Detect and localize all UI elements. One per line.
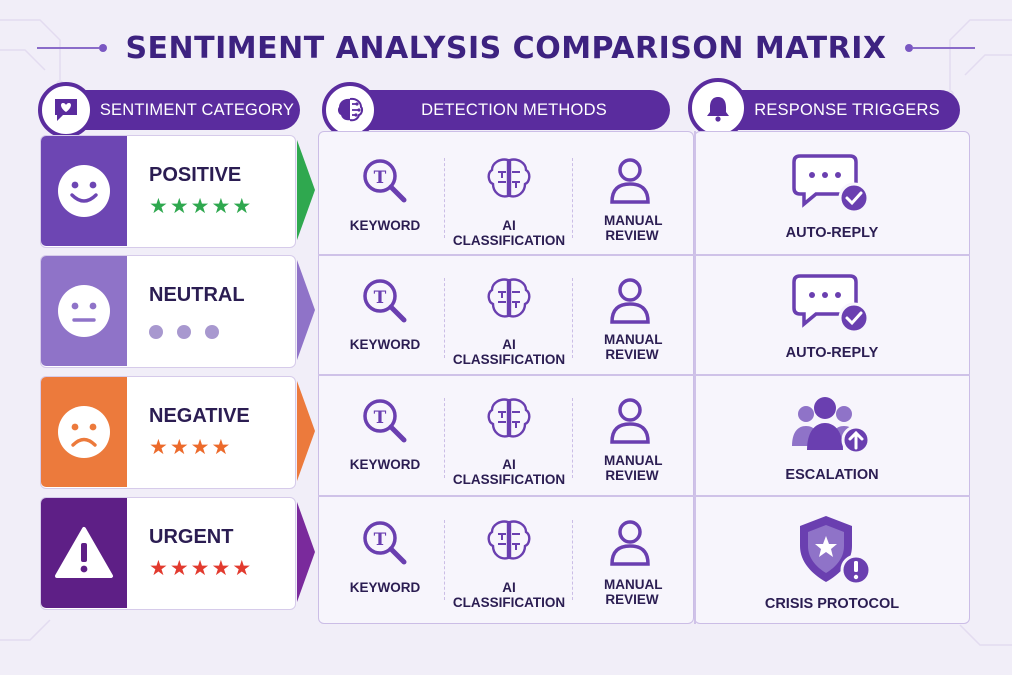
group-escalate-icon	[792, 397, 871, 455]
method-ai-label: AI CLASSIFICATION	[452, 218, 566, 248]
category-row-neutral: NEUTRAL	[40, 255, 296, 368]
keyword-search-icon: T	[363, 279, 407, 323]
star-icon: ★	[211, 195, 231, 218]
method-separator	[444, 278, 445, 358]
brain-icon	[487, 158, 531, 198]
header-detection-methods: DETECTION METHODS	[348, 90, 670, 130]
category-name: URGENT	[149, 526, 234, 548]
row-divider	[318, 374, 970, 376]
header-sentiment-category: SENTIMENT CATEGORY	[64, 90, 300, 130]
header-response-triggers: RESPONSE TRIGGERS	[714, 90, 960, 130]
dot-icon	[205, 325, 219, 339]
svg-text:T: T	[374, 408, 387, 428]
star-icon: ★	[149, 557, 168, 580]
star-icon: ★	[149, 195, 168, 218]
title-left-ornament	[37, 44, 108, 52]
method-keyword-label: KEYWORD	[349, 580, 421, 595]
dot-icon	[149, 325, 163, 339]
method-manual-label: MANUAL REVIEW	[604, 453, 663, 483]
method-separator	[572, 398, 573, 478]
dot-icon	[177, 325, 191, 339]
neutral-face-icon	[41, 256, 127, 366]
brain-icon	[487, 520, 531, 560]
category-row-urgent: URGENT ★ ★ ★ ★ ★	[40, 497, 296, 610]
chevron-right-icon	[297, 260, 315, 360]
title-right-ornament	[904, 44, 975, 52]
category-row-positive: POSITIVE ★ ★ ★ ★ ★	[40, 135, 296, 248]
chat-check-icon	[792, 274, 870, 334]
bell-icon	[688, 78, 748, 138]
warning-icon	[41, 498, 127, 608]
rating-stars: ★ ★ ★ ★ ★	[149, 196, 251, 218]
person-icon	[610, 398, 650, 444]
keyword-search-icon: T	[363, 399, 407, 443]
star-icon: ★	[169, 557, 189, 580]
method-keyword-label: KEYWORD	[349, 457, 421, 472]
person-icon	[610, 520, 650, 566]
star-icon: ★	[232, 195, 252, 218]
star-icon: ★	[169, 195, 189, 218]
rating-stars: ★ ★ ★ ★ ★	[149, 558, 251, 580]
chat-check-icon	[792, 154, 870, 214]
chevron-right-icon	[297, 140, 315, 240]
method-separator	[444, 398, 445, 478]
star-icon: ★	[190, 436, 210, 459]
method-separator	[572, 278, 573, 358]
column-divider	[694, 131, 696, 624]
method-separator	[444, 158, 445, 238]
method-ai-label: AI CLASSIFICATION	[452, 457, 566, 487]
category-name: POSITIVE	[149, 164, 242, 186]
sad-face-icon	[41, 377, 127, 487]
person-icon	[610, 278, 650, 324]
star-icon: ★	[211, 557, 231, 580]
brain-circuit-icon	[322, 82, 378, 138]
page-title: SENTIMENT ANALYSIS COMPARISON MATRIX	[125, 30, 887, 66]
svg-text:T: T	[374, 168, 387, 188]
category-name: NEGATIVE	[149, 405, 250, 427]
smile-face-icon	[41, 136, 127, 246]
method-keyword-label: KEYWORD	[349, 218, 421, 233]
svg-text:T: T	[374, 288, 387, 308]
trigger-label: ESCALATION	[785, 467, 879, 483]
method-manual-label: MANUAL REVIEW	[604, 577, 663, 607]
method-manual-label: MANUAL REVIEW	[604, 213, 663, 243]
method-separator	[444, 520, 445, 600]
svg-text:T: T	[374, 530, 387, 550]
heart-chat-icon	[38, 82, 94, 138]
method-keyword-label: KEYWORD	[349, 337, 421, 352]
star-icon: ★	[211, 436, 231, 459]
rating-dots	[149, 325, 231, 339]
header-response-triggers-label: RESPONSE TRIGGERS	[754, 100, 940, 119]
star-icon: ★	[149, 436, 168, 459]
star-icon: ★	[232, 557, 252, 580]
header-detection-methods-label: DETECTION METHODS	[421, 100, 607, 119]
star-icon: ★	[190, 557, 210, 580]
method-separator	[572, 520, 573, 600]
method-separator	[572, 158, 573, 238]
chevron-right-icon	[297, 502, 315, 602]
star-icon: ★	[190, 195, 210, 218]
row-divider	[318, 495, 970, 497]
method-manual-label: MANUAL REVIEW	[604, 332, 663, 362]
method-ai-label: AI CLASSIFICATION	[452, 337, 566, 367]
method-ai-label: AI CLASSIFICATION	[452, 580, 566, 610]
brain-icon	[487, 278, 531, 318]
trigger-label: AUTO-REPLY	[785, 225, 879, 241]
category-name: NEUTRAL	[149, 284, 245, 306]
header-sentiment-category-label: SENTIMENT CATEGORY	[99, 100, 295, 119]
keyword-search-icon: T	[363, 521, 407, 565]
trigger-label: AUTO-REPLY	[785, 345, 879, 361]
title-row: SENTIMENT ANALYSIS COMPARISON MATRIX	[0, 26, 1012, 70]
rating-stars: ★ ★ ★ ★	[149, 437, 230, 459]
brain-icon	[487, 398, 531, 438]
shield-alert-icon	[800, 516, 872, 586]
keyword-search-icon: T	[363, 159, 407, 203]
trigger-label: CRISIS PROTOCOL	[764, 596, 900, 612]
star-icon: ★	[169, 436, 189, 459]
row-divider	[318, 254, 970, 256]
chevron-right-icon	[297, 381, 315, 481]
person-icon	[610, 158, 650, 204]
category-row-negative: NEGATIVE ★ ★ ★ ★	[40, 376, 296, 489]
